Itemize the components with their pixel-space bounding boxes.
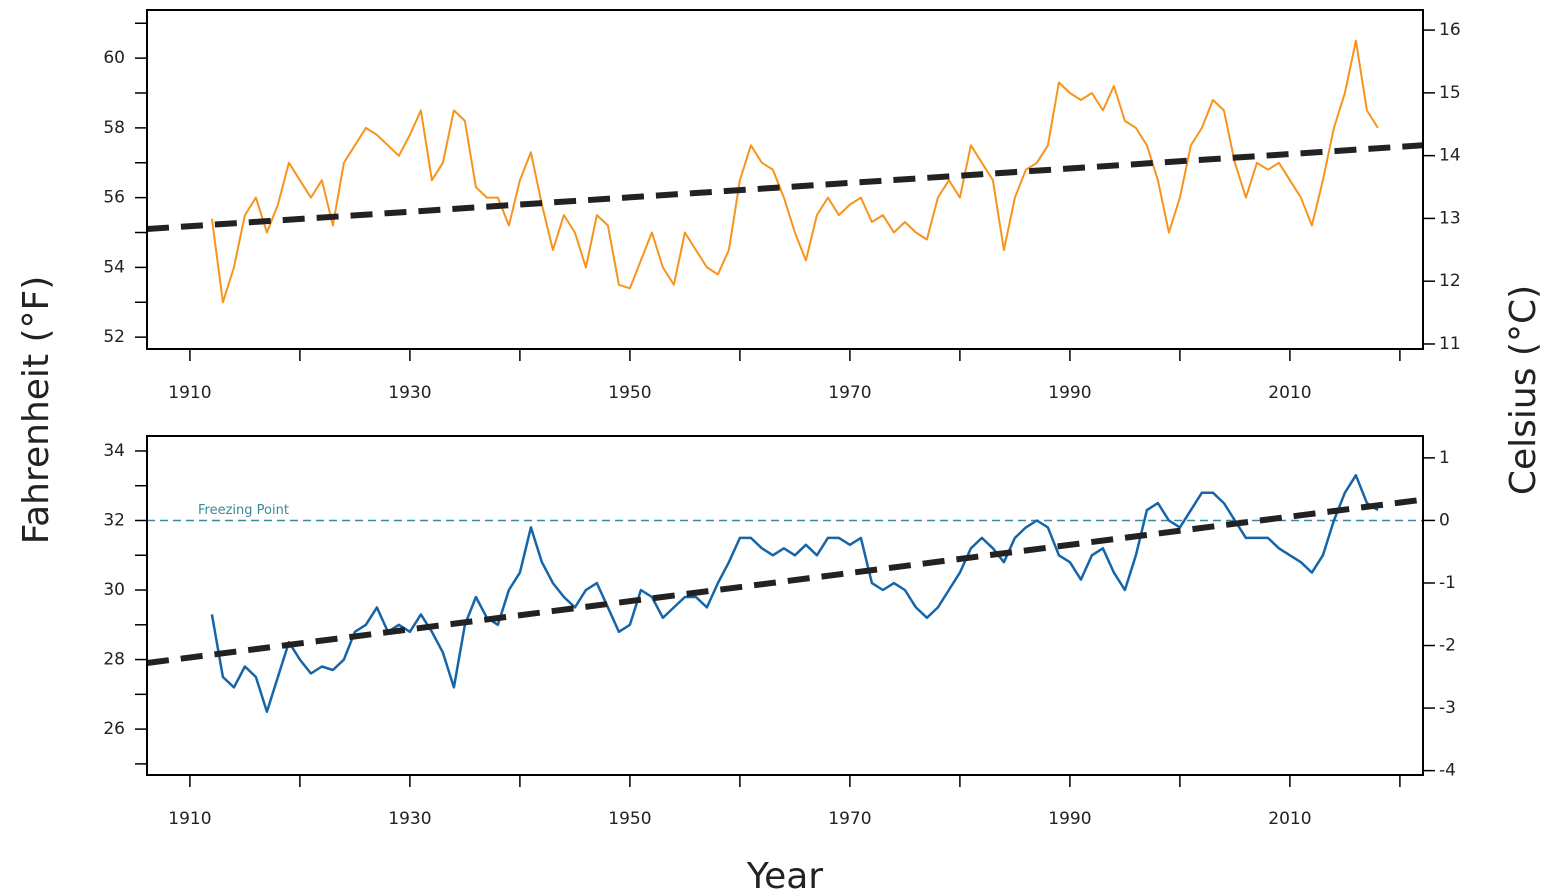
trend-line [146, 142, 1424, 232]
plot-frame [146, 435, 1424, 776]
y2-tick-label: 14 [1439, 146, 1461, 166]
y2-axis-title: Celsius (°C) [1503, 285, 1544, 495]
y2-tick-label: 0 [1439, 510, 1450, 530]
x-tick-label: 1970 [828, 809, 871, 829]
y2-tick-label: -1 [1439, 573, 1456, 593]
x-tick-label: 1990 [1048, 809, 1091, 829]
reference-label: Freezing Point [198, 503, 289, 518]
x-tick-label: 2010 [1268, 383, 1311, 403]
y-axis-title: Fahrenheit (°F) [16, 276, 57, 545]
y-tick-label: 54 [103, 257, 125, 277]
x-tick-label: 1970 [828, 383, 871, 403]
y2-tick-label: -3 [1439, 698, 1456, 718]
x-tick-label: 2010 [1268, 809, 1311, 829]
y-tick-label: 34 [103, 441, 125, 461]
y-tick-label: 30 [103, 580, 125, 600]
y2-tick-label: 11 [1439, 334, 1461, 354]
y-tick-label: 58 [103, 118, 125, 138]
plot-frame [146, 9, 1424, 350]
y-tick-label: 32 [103, 510, 125, 530]
y-tick-label: 56 [103, 188, 125, 208]
y-tick-label: 28 [103, 650, 125, 670]
y2-tick-label: 12 [1439, 271, 1461, 291]
x-tick-label: 1930 [388, 809, 431, 829]
y2-tick-label: -4 [1439, 761, 1456, 781]
y-tick-label: 52 [103, 327, 125, 347]
data-line [210, 474, 1379, 713]
y2-tick-label: -2 [1439, 636, 1456, 656]
y2-tick-label: 13 [1439, 208, 1461, 228]
y2-tick-label: 1 [1439, 448, 1450, 468]
x-tick-label: 1950 [608, 809, 651, 829]
y2-tick-label: 15 [1439, 83, 1461, 103]
x-tick-label: 1930 [388, 383, 431, 403]
y2-tick-label: 16 [1439, 20, 1461, 40]
x-tick-label: 1950 [608, 383, 651, 403]
data-line [210, 39, 1379, 304]
y-tick-label: 60 [103, 48, 125, 68]
y-tick-label: 26 [103, 719, 125, 739]
x-tick-label: 1910 [168, 383, 211, 403]
x-axis-title: Year [746, 856, 823, 896]
x-tick-label: 1990 [1048, 383, 1091, 403]
x-tick-label: 1910 [168, 809, 211, 829]
trend-line [146, 496, 1424, 666]
